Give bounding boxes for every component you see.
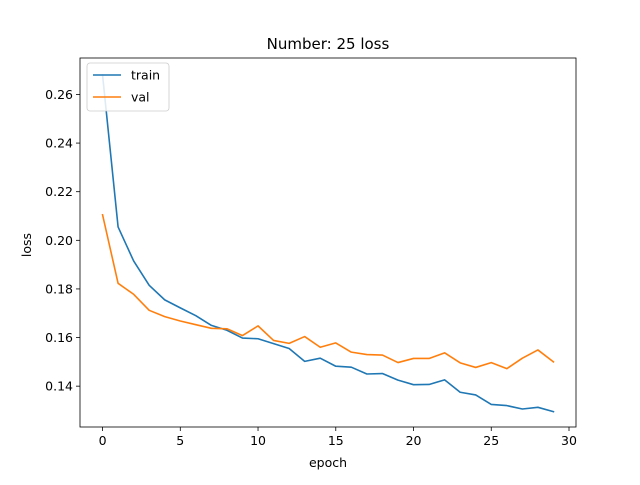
- x-tick-label: 0: [99, 433, 107, 448]
- y-axis-title: loss: [19, 233, 34, 257]
- y-tick-label: 0.20: [45, 233, 73, 248]
- y-tick-label: 0.26: [45, 87, 73, 102]
- x-tick-label: 10: [250, 433, 266, 448]
- y-tick-label: 0.22: [45, 184, 73, 199]
- axes-frame: [79, 57, 577, 428]
- x-tick-label: 5: [176, 433, 184, 448]
- x-tick-label: 30: [561, 433, 577, 448]
- y-tick-label: 0.14: [45, 379, 73, 394]
- plot-area: 0 5 10 15 20 25 30 0.14 0.16 0.18 0.20 0.22 0.24 0.26: [45, 57, 577, 448]
- x-tick-label: 20: [406, 433, 422, 448]
- y-tick-label: 0.16: [45, 330, 73, 345]
- x-axis-title: epoch: [309, 455, 347, 470]
- series-line-train: [101, 74, 555, 413]
- legend-label-val: val: [131, 90, 150, 105]
- legend-label-train: train: [131, 68, 160, 83]
- legend: train val: [86, 62, 170, 112]
- x-tick-label: 25: [483, 433, 499, 448]
- y-tick-label: 0.18: [45, 281, 73, 296]
- chart-title: Number: 25 loss: [267, 35, 390, 53]
- y-tick-label: 0.24: [45, 136, 73, 151]
- x-tick-label: 15: [328, 433, 344, 448]
- series-line-val: [101, 213, 555, 370]
